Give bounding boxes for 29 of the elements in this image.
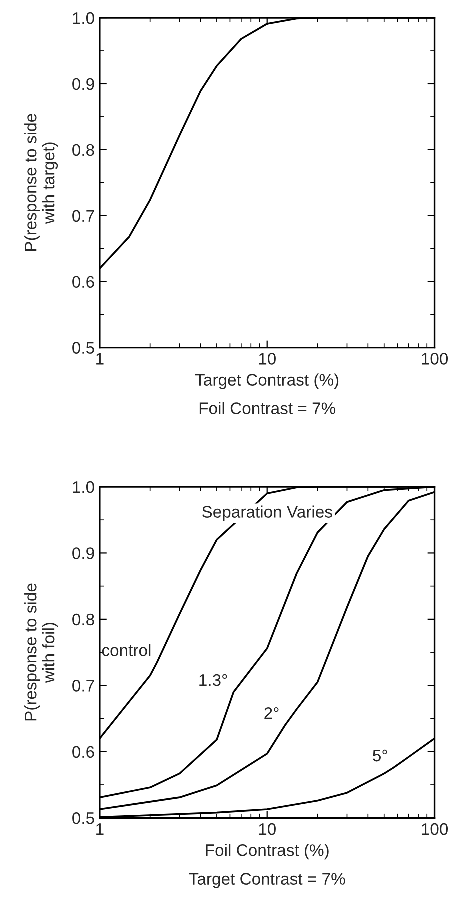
text: Foil Contrast = 7% (200, 402, 336, 414)
text: Separation Varies (202, 506, 332, 522)
x-axis-title: Foil Contrast (%) (206, 844, 329, 860)
y-tick-label: 1.0 (73, 481, 94, 494)
x-tick-label: 1 (96, 824, 104, 836)
y-axis-title: P(response to side with foil) (24, 584, 58, 721)
y-tick-label: 0.7 (72, 210, 94, 222)
y-tick-label: 0.6 (72, 746, 94, 758)
annotation: 2° (264, 708, 279, 720)
annotation: control (102, 644, 151, 656)
y-tick-label: 1.0 (73, 12, 94, 24)
y-tick-label: 0.5 (72, 342, 94, 354)
y-tick-label: 0.9 (72, 548, 94, 560)
y-tick-label: 0.6 (72, 276, 94, 288)
x-tick-label: 10 (259, 823, 276, 836)
x-tick-label: 100 (422, 823, 448, 836)
text: Target Contrast = 7% (189, 873, 346, 888)
annotation: 5° (373, 750, 388, 762)
x-axis-title: Target Contrast (%) (195, 374, 339, 390)
annotation: 1.3° (200, 674, 228, 686)
y-tick-label: 0.5 (72, 812, 94, 824)
y-tick-label: 0.8 (72, 144, 94, 156)
y-axis-title: P(response to side with target) (24, 114, 58, 252)
x-tick-label: 100 (422, 353, 448, 365)
x-tick-label: 10 (259, 353, 276, 365)
y-tick-label: 0.7 (72, 680, 94, 692)
x-tick-label: 1 (96, 353, 104, 365)
y-tick-label: 0.9 (72, 78, 94, 90)
y-tick-label: 0.8 (72, 614, 94, 626)
